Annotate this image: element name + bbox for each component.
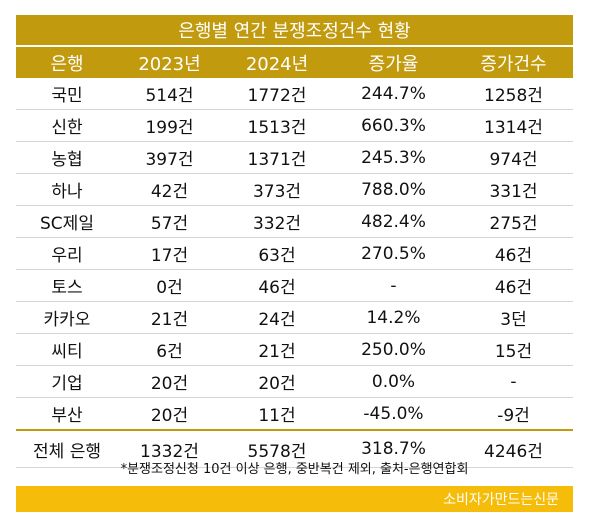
cell-2024: 1371건 [221,141,333,174]
cell-2023: 20건 [118,397,221,431]
cell-rate: 660.3% [333,109,454,142]
cell-increase: 331건 [454,173,573,206]
cell-rate: 0.0% [333,365,454,398]
bank-cell: 신한 [16,109,118,142]
cell-increase: 15건 [454,333,573,366]
table-row: 씨티 6건 21건 250.0% 15건 [16,333,573,366]
cell-increase: 974건 [454,141,573,174]
cell-increase: 275건 [454,205,573,238]
cell-2024: 20건 [221,365,333,398]
cell-rate: 788.0% [333,173,454,206]
cell-2024: 11건 [221,397,333,431]
cell-rate: 482.4% [333,205,454,238]
header-cell: 2023년 [118,47,221,78]
cell-2024: 24건 [221,301,333,334]
bank-cell: 기업 [16,365,118,398]
header-cell: 2024년 [221,47,333,78]
total-row: 전체 은행 1332건 5578건 318.7% 4246건 [16,429,573,468]
cell-rate: 14.2% [333,301,454,334]
cell-increase: 3던 [454,301,573,334]
bank-cell: 국민 [16,78,118,110]
bank-cell: 씨티 [16,333,118,366]
table-row: 농협 397건 1371건 245.3% 974건 [16,141,573,174]
table-row: 우리 17건 63건 270.5% 46건 [16,237,573,270]
cell-2024: 1772건 [221,78,333,110]
cell-2024: 46건 [221,269,333,302]
cell-rate: - [333,269,454,302]
header-cell: 증가건수 [454,47,573,78]
table-title: 은행별 연간 분쟁조정건수 현황 [16,15,573,45]
cell-2023: 20건 [118,365,221,398]
source-note: *분쟁조정신청 10건 이상 은행, 중반복건 제외, 출처-은행연합회 [120,462,469,477]
total-label: 전체 은행 [16,429,118,468]
table-body: 국민 514건 1772건 244.7% 1258건 신한 199건 1513건… [16,78,573,468]
cell-rate: -45.0% [333,397,454,431]
cell-2024: 332건 [221,205,333,238]
bank-cell: 토스 [16,269,118,302]
cell-2024: 373건 [221,173,333,206]
header-row: 은행 2023년 2024년 증가율 증가건수 [16,47,573,78]
bank-cell: SC제일 [16,205,118,238]
table-row: 카카오 21건 24건 14.2% 3던 [16,301,573,334]
cell-2024: 63건 [221,237,333,270]
bank-cell: 우리 [16,237,118,270]
table-row: 토스 0건 46건 - 46건 [16,269,573,302]
publisher-footer: 소비자가만드는신문 [16,486,573,512]
cell-2023: 397건 [118,141,221,174]
total-rate: 318.7% [333,429,454,468]
header-cell: 증가율 [333,47,454,78]
cell-2023: 199건 [118,109,221,142]
cell-2024: 1513건 [221,109,333,142]
cell-rate: 245.3% [333,141,454,174]
total-2024: 5578건 [221,429,333,468]
cell-increase: - [454,365,573,398]
cell-increase: 46건 [454,237,573,270]
bank-cell: 부산 [16,397,118,431]
cell-2024: 21건 [221,333,333,366]
cell-2023: 0건 [118,269,221,302]
cell-2023: 514건 [118,78,221,110]
bank-cell: 하나 [16,173,118,206]
cell-2023: 42건 [118,173,221,206]
table-row: 하나 42건 373건 788.0% 331건 [16,173,573,206]
cell-increase: 46건 [454,269,573,302]
total-2023: 1332건 [118,429,221,468]
header-cell: 은행 [16,47,118,78]
cell-rate: 270.5% [333,237,454,270]
cell-2023: 21건 [118,301,221,334]
table-row: 신한 199건 1513건 660.3% 1314건 [16,109,573,142]
bank-cell: 농협 [16,141,118,174]
cell-increase: 1314건 [454,109,573,142]
table-row: 부산 20건 11건 -45.0% -9건 [16,397,573,431]
total-increase: 4246건 [454,429,573,468]
cell-2023: 6건 [118,333,221,366]
cell-2023: 57건 [118,205,221,238]
cell-increase: 1258건 [454,78,573,110]
table-row: 국민 514건 1772건 244.7% 1258건 [16,78,573,110]
table-row: SC제일 57건 332건 482.4% 275건 [16,205,573,238]
table-row: 기업 20건 20건 0.0% - [16,365,573,398]
cell-rate: 244.7% [333,78,454,110]
bank-cell: 카카오 [16,301,118,334]
cell-2023: 17건 [118,237,221,270]
dispute-table: 은행 2023년 2024년 증가율 증가건수 국민 514건 1772건 24… [16,47,573,468]
cell-rate: 250.0% [333,333,454,366]
cell-increase: -9건 [454,397,573,431]
